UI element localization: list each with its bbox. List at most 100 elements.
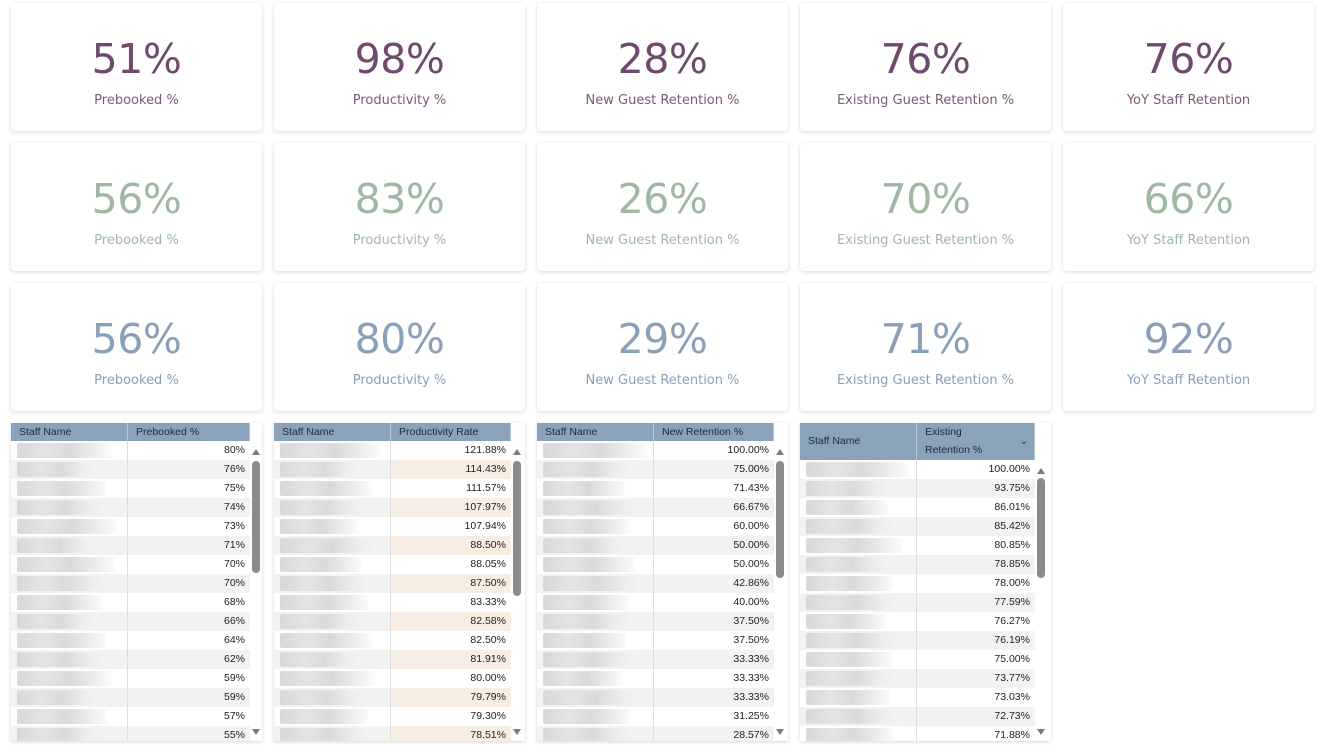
metric-cell: 87.50%	[391, 574, 511, 593]
table-row[interactable]: 75%	[11, 479, 250, 498]
table-row[interactable]: 50.00%	[537, 536, 774, 555]
table-row[interactable]: 31.25%	[537, 707, 774, 726]
table-row[interactable]: 76.19%	[800, 631, 1035, 650]
column-header-staff-name[interactable]: Staff Name	[800, 423, 917, 460]
triangle-up-icon[interactable]	[252, 449, 260, 455]
column-header-staff-name[interactable]: Staff Name	[274, 423, 391, 441]
scrollbar-thumb[interactable]	[513, 461, 521, 596]
table-row[interactable]: 121.88%	[274, 441, 511, 460]
metric-cell: 82.58%	[391, 612, 511, 631]
table-row[interactable]: 81.91%	[274, 650, 511, 669]
table-row[interactable]: 66.67%	[537, 498, 774, 517]
table-row[interactable]: 75.00%	[800, 650, 1035, 669]
table-body: 100.00% 93.75% 86.01% 85.42% 80.85% 78.85% 78.…	[800, 460, 1035, 741]
table-row[interactable]: 76%	[11, 460, 250, 479]
column-header-metric[interactable]: New Retention %	[654, 423, 774, 441]
column-header-staff-name[interactable]: Staff Name	[11, 423, 128, 441]
table-row[interactable]: 74%	[11, 498, 250, 517]
table-row[interactable]: 86.01%	[800, 498, 1035, 517]
scrollbar[interactable]	[250, 441, 262, 741]
scrollbar[interactable]	[774, 441, 786, 741]
triangle-down-icon[interactable]	[513, 729, 521, 735]
triangle-up-icon[interactable]	[513, 449, 521, 455]
column-header-staff-name[interactable]: Staff Name	[537, 423, 654, 441]
triangle-up-icon[interactable]	[1037, 468, 1045, 474]
column-header-metric[interactable]: Productivity Rate	[391, 423, 511, 441]
scrollbar-thumb[interactable]	[1037, 478, 1045, 578]
table-row[interactable]: 37.50%	[537, 612, 774, 631]
table-row[interactable]: 42.86%	[537, 574, 774, 593]
staff-table[interactable]: Staff Name Existing Retention % ⌄ 100.00% 93.…	[800, 423, 1051, 741]
table-row[interactable]: 88.05%	[274, 555, 511, 574]
table-row[interactable]: 70%	[11, 574, 250, 593]
table-row[interactable]: 66%	[11, 612, 250, 631]
scrollbar-thumb[interactable]	[776, 461, 784, 578]
table-row[interactable]: 77.59%	[800, 593, 1035, 612]
table-row[interactable]: 59%	[11, 688, 250, 707]
table-row[interactable]: 73.77%	[800, 669, 1035, 688]
redacted-name	[280, 709, 368, 724]
table-row[interactable]: 111.57%	[274, 479, 511, 498]
table-row[interactable]: 100.00%	[537, 441, 774, 460]
metric-cell: 79.79%	[391, 688, 511, 707]
table-row[interactable]: 85.42%	[800, 517, 1035, 536]
table-row[interactable]: 37.50%	[537, 631, 774, 650]
table-row[interactable]: 72.73%	[800, 707, 1035, 726]
table-row[interactable]: 33.33%	[537, 650, 774, 669]
table-row[interactable]: 33.33%	[537, 688, 774, 707]
table-row[interactable]: 59%	[11, 669, 250, 688]
table-row[interactable]: 80.00%	[274, 669, 511, 688]
table-row[interactable]: 40.00%	[537, 593, 774, 612]
staff-name-cell	[11, 593, 128, 612]
table-row[interactable]: 71%	[11, 536, 250, 555]
table-row[interactable]: 107.97%	[274, 498, 511, 517]
table-row[interactable]: 75.00%	[537, 460, 774, 479]
table-row[interactable]: 50.00%	[537, 555, 774, 574]
triangle-down-icon[interactable]	[252, 729, 260, 735]
table-row[interactable]: 73.03%	[800, 688, 1035, 707]
table-row[interactable]: 107.94%	[274, 517, 511, 536]
table-row[interactable]: 82.58%	[274, 612, 511, 631]
staff-table[interactable]: Staff Name Productivity Rate 121.88% 114.43…	[274, 423, 525, 741]
column-header-metric[interactable]: Prebooked %	[128, 423, 250, 441]
column-header-metric[interactable]: Existing Retention % ⌄	[917, 423, 1035, 460]
table-row[interactable]: 78.85%	[800, 555, 1035, 574]
table-row[interactable]: 78.51%	[274, 726, 511, 741]
table-row[interactable]: 71.88%	[800, 726, 1035, 741]
table-row[interactable]: 60.00%	[537, 517, 774, 536]
table-row[interactable]: 71.43%	[537, 479, 774, 498]
staff-table[interactable]: Staff Name Prebooked % 80% 76% 75% 74% 73% 71% 7…	[11, 423, 262, 741]
table-row[interactable]: 80%	[11, 441, 250, 460]
table-row[interactable]: 114.43%	[274, 460, 511, 479]
table-row[interactable]: 82.50%	[274, 631, 511, 650]
table-row[interactable]: 88.50%	[274, 536, 511, 555]
triangle-down-icon[interactable]	[776, 729, 784, 735]
triangle-up-icon[interactable]	[776, 449, 784, 455]
kpi-label: Productivity %	[352, 373, 447, 388]
table-row[interactable]: 68%	[11, 593, 250, 612]
table-row[interactable]: 80.85%	[800, 536, 1035, 555]
table-row[interactable]: 79.30%	[274, 707, 511, 726]
staff-table[interactable]: Staff Name New Retention % 100.00% 75.00% 71…	[537, 423, 788, 741]
table-row[interactable]: 64%	[11, 631, 250, 650]
scrollbar[interactable]	[1035, 460, 1047, 741]
table-row[interactable]: 76.27%	[800, 612, 1035, 631]
kpi-card: 83% Productivity %	[274, 143, 525, 271]
table-row[interactable]: 57%	[11, 707, 250, 726]
chevron-down-icon[interactable]: ⌄	[1019, 436, 1028, 447]
table-row[interactable]: 100.00%	[800, 460, 1035, 479]
table-row[interactable]: 93.75%	[800, 479, 1035, 498]
table-row[interactable]: 33.33%	[537, 669, 774, 688]
table-row[interactable]: 87.50%	[274, 574, 511, 593]
scrollbar-thumb[interactable]	[252, 461, 260, 573]
table-row[interactable]: 70%	[11, 555, 250, 574]
triangle-down-icon[interactable]	[1037, 729, 1045, 735]
table-row[interactable]: 62%	[11, 650, 250, 669]
table-row[interactable]: 78.00%	[800, 574, 1035, 593]
table-row[interactable]: 83.33%	[274, 593, 511, 612]
scrollbar[interactable]	[511, 441, 523, 741]
table-row[interactable]: 55%	[11, 726, 250, 741]
table-row[interactable]: 73%	[11, 517, 250, 536]
table-row[interactable]: 79.79%	[274, 688, 511, 707]
table-row[interactable]: 28.57%	[537, 726, 774, 741]
